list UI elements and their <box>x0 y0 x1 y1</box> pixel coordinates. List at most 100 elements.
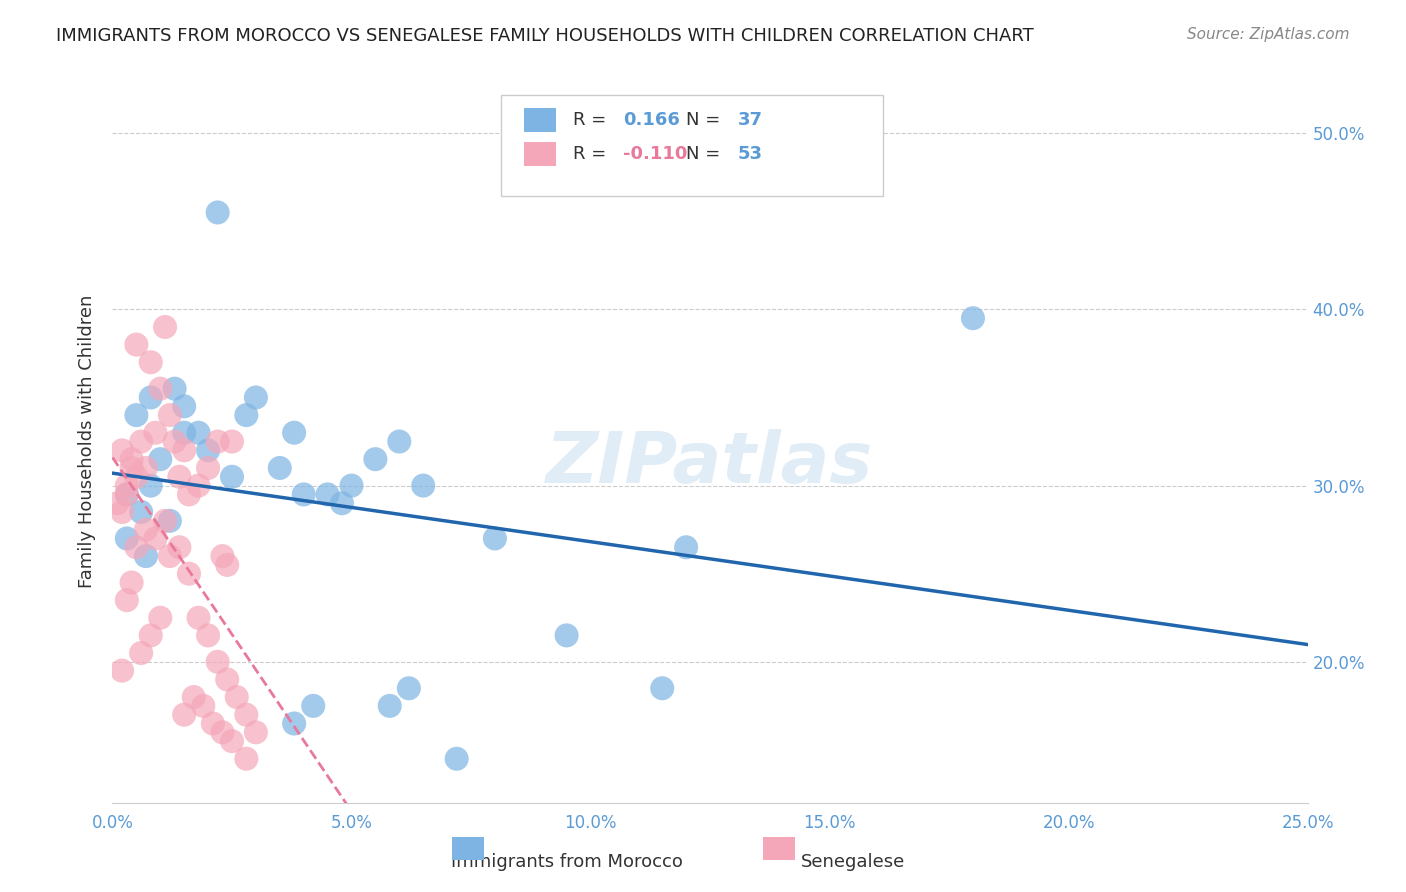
Point <box>145 532 167 546</box>
Point <box>149 611 172 625</box>
Point <box>177 566 200 581</box>
Point <box>111 505 134 519</box>
Point <box>129 434 152 449</box>
Point <box>651 681 673 696</box>
Point <box>398 681 420 696</box>
Point <box>207 205 229 219</box>
Point <box>187 425 209 440</box>
Point <box>197 461 219 475</box>
Text: IMMIGRANTS FROM MOROCCO VS SENEGALESE FAMILY HOUSEHOLDS WITH CHILDREN CORRELATIO: IMMIGRANTS FROM MOROCCO VS SENEGALESE FA… <box>56 27 1033 45</box>
Point <box>675 541 697 555</box>
Point <box>139 355 162 369</box>
Point <box>221 434 243 449</box>
Point <box>217 673 239 687</box>
FancyBboxPatch shape <box>523 109 555 132</box>
Point <box>115 532 138 546</box>
Point <box>207 655 229 669</box>
Point <box>173 425 195 440</box>
Point <box>221 734 243 748</box>
Point <box>211 549 233 563</box>
Text: 37: 37 <box>738 111 762 129</box>
Point <box>193 698 215 713</box>
Point <box>378 698 401 713</box>
Point <box>153 514 176 528</box>
Point <box>169 470 191 484</box>
Point <box>235 408 257 422</box>
Point <box>962 311 984 326</box>
Point <box>316 487 339 501</box>
Point <box>149 382 172 396</box>
Point <box>187 478 209 492</box>
Point <box>173 707 195 722</box>
Point <box>115 593 138 607</box>
Text: ZIPatlas: ZIPatlas <box>547 429 873 498</box>
Point <box>201 716 224 731</box>
Point <box>207 434 229 449</box>
Point <box>235 752 257 766</box>
Point <box>302 698 325 713</box>
Point <box>269 461 291 475</box>
Point <box>149 452 172 467</box>
Point <box>177 487 200 501</box>
Point <box>187 611 209 625</box>
Point <box>139 478 162 492</box>
Text: 0.166: 0.166 <box>623 111 679 129</box>
Text: N =: N = <box>686 145 725 163</box>
Point <box>163 382 186 396</box>
Point <box>159 408 181 422</box>
Point <box>159 514 181 528</box>
Point <box>145 425 167 440</box>
Text: Senegalese: Senegalese <box>801 854 905 871</box>
Text: Immigrants from Morocco: Immigrants from Morocco <box>451 854 682 871</box>
Point <box>484 532 506 546</box>
Text: 53: 53 <box>738 145 762 163</box>
Point <box>105 496 128 510</box>
Point <box>221 470 243 484</box>
Point <box>115 487 138 501</box>
Point <box>129 646 152 660</box>
Point <box>173 399 195 413</box>
Point <box>125 541 148 555</box>
Point <box>217 558 239 572</box>
Point <box>169 541 191 555</box>
Point <box>135 523 157 537</box>
Point <box>340 478 363 492</box>
FancyBboxPatch shape <box>501 95 883 196</box>
Point <box>183 690 205 704</box>
Point <box>446 752 468 766</box>
Text: Source: ZipAtlas.com: Source: ZipAtlas.com <box>1187 27 1350 42</box>
Point <box>173 443 195 458</box>
FancyBboxPatch shape <box>762 837 794 860</box>
Point <box>115 487 138 501</box>
Point <box>211 725 233 739</box>
Point <box>125 408 148 422</box>
Point <box>555 628 578 642</box>
Point <box>129 505 152 519</box>
Point <box>283 716 305 731</box>
Point <box>245 391 267 405</box>
Point <box>115 478 138 492</box>
Point <box>225 690 247 704</box>
Point <box>111 443 134 458</box>
Point <box>235 707 257 722</box>
Point <box>412 478 434 492</box>
Text: N =: N = <box>686 111 725 129</box>
Point <box>139 391 162 405</box>
Point <box>283 425 305 440</box>
FancyBboxPatch shape <box>451 837 484 860</box>
Point <box>159 549 181 563</box>
Point <box>364 452 387 467</box>
Point <box>153 320 176 334</box>
Point <box>121 452 143 467</box>
Text: R =: R = <box>572 145 612 163</box>
Point <box>245 725 267 739</box>
Point <box>135 549 157 563</box>
Point <box>292 487 315 501</box>
Point <box>121 575 143 590</box>
Y-axis label: Family Households with Children: Family Households with Children <box>77 295 96 588</box>
Point <box>111 664 134 678</box>
Text: R =: R = <box>572 111 612 129</box>
Point <box>197 628 219 642</box>
Point <box>125 470 148 484</box>
Point <box>388 434 411 449</box>
